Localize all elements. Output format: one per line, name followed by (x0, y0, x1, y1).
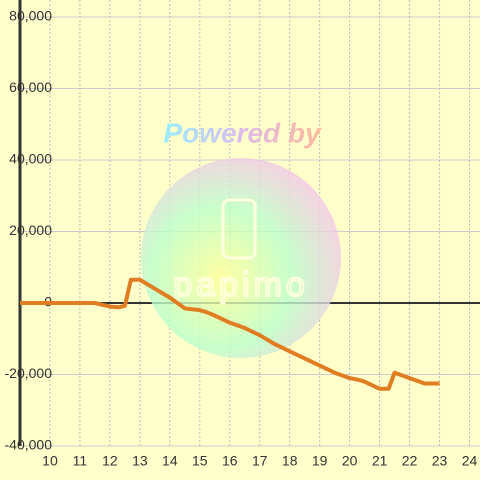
plot: -40,000-20,000020,00040,00060,00080,0001… (5, 0, 478, 469)
y-tick-label: 40,000 (9, 151, 52, 167)
x-tick-label: 10 (42, 453, 58, 469)
x-tick-label: 22 (402, 453, 418, 469)
y-tick-label: -20,000 (5, 365, 53, 381)
y-tick-label: -40,000 (5, 437, 53, 453)
x-tick-label: 14 (162, 453, 178, 469)
x-tick-label: 11 (73, 453, 88, 469)
y-tick-label: 60,000 (9, 79, 52, 95)
logo-icon (221, 198, 257, 260)
x-tick-label: 16 (222, 453, 238, 469)
logo-text: papimo (173, 266, 309, 304)
x-tick-label: 12 (102, 453, 118, 469)
series-line (20, 277, 440, 391)
y-tick-label: 80,000 (9, 8, 52, 24)
x-tick-label: 13 (132, 453, 148, 469)
y-tick-label: 20,000 (9, 222, 52, 238)
x-tick-label: 18 (282, 453, 298, 469)
x-tick-label: 15 (192, 453, 208, 469)
x-tick-label: 17 (252, 453, 268, 469)
x-tick-label: 20 (342, 453, 358, 469)
watermark: Powered by (163, 117, 322, 148)
x-tick-label: 24 (462, 453, 478, 469)
x-tick-label: 19 (312, 453, 328, 469)
x-tick-label: 21 (372, 453, 388, 469)
x-tick-label: 23 (432, 453, 448, 469)
